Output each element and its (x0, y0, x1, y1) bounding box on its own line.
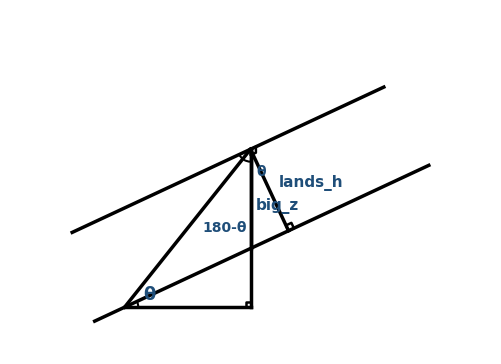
Text: θ: θ (143, 286, 156, 304)
Text: lands_h: lands_h (279, 175, 343, 191)
Text: θ: θ (257, 165, 266, 179)
Text: 180-θ: 180-θ (202, 221, 247, 235)
Text: big_z: big_z (256, 198, 299, 214)
